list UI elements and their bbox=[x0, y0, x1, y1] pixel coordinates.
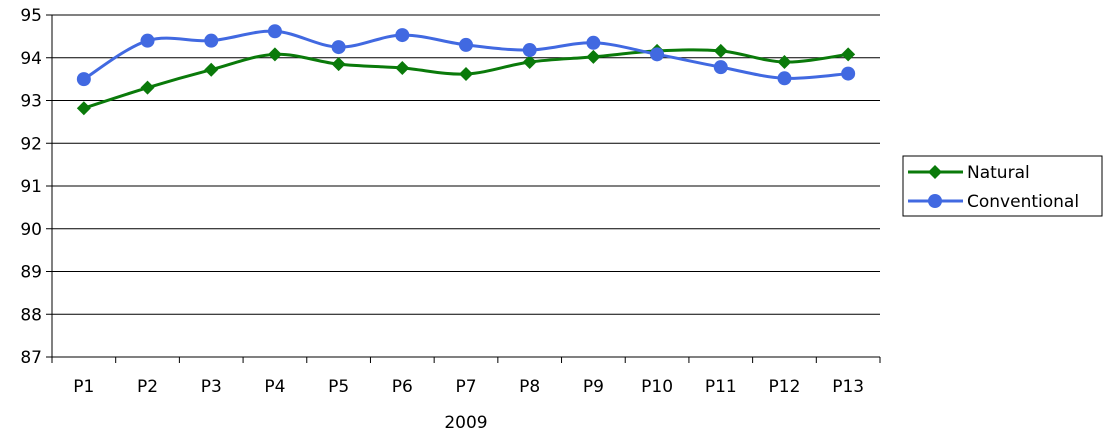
legend: Natural Conventional bbox=[902, 155, 1103, 217]
x-tick-label: P2 bbox=[137, 377, 158, 397]
data-point bbox=[777, 71, 792, 86]
x-tick-label: P5 bbox=[328, 377, 349, 397]
y-tick-label: 92 bbox=[20, 134, 42, 154]
data-point bbox=[586, 49, 601, 64]
legend-items: Natural Conventional bbox=[908, 163, 1079, 212]
x-tick-label: P6 bbox=[392, 377, 413, 397]
x-tick-label: P8 bbox=[519, 377, 540, 397]
y-tick-label: 89 bbox=[20, 263, 42, 283]
data-point bbox=[76, 72, 91, 87]
x-tick-label: P9 bbox=[583, 377, 604, 397]
data-point bbox=[841, 66, 856, 81]
data-point bbox=[267, 24, 282, 39]
legend-swatch-marker bbox=[928, 194, 942, 208]
x-tick-label: P12 bbox=[769, 377, 801, 397]
x-tick-label: P11 bbox=[705, 377, 737, 397]
data-point bbox=[522, 55, 537, 70]
y-tick-label: 94 bbox=[20, 49, 42, 69]
data-point bbox=[204, 33, 219, 48]
data-point bbox=[713, 60, 728, 75]
x-tick-label: P4 bbox=[264, 377, 285, 397]
y-tick-label: 90 bbox=[20, 220, 42, 240]
legend-item: Natural bbox=[908, 163, 1030, 183]
x-tick-labels: P1 P2 P3 P4 P5 P6 P7 P8 P9 P10 P11 P12 P13 bbox=[73, 377, 864, 397]
data-point bbox=[395, 61, 410, 76]
data-point bbox=[459, 66, 473, 81]
data-point bbox=[331, 57, 346, 72]
x-tick-label: P10 bbox=[641, 377, 673, 397]
x-tick-label: P1 bbox=[73, 377, 94, 397]
series bbox=[76, 24, 856, 116]
axes bbox=[46, 14, 881, 363]
data-point bbox=[586, 35, 601, 50]
legend-swatch-marker bbox=[928, 165, 942, 179]
x-tick-label: P13 bbox=[832, 377, 864, 397]
data-point bbox=[331, 40, 346, 55]
data-point bbox=[204, 62, 219, 77]
legend-label: Conventional bbox=[967, 192, 1079, 212]
x-tick-label: P3 bbox=[201, 377, 222, 397]
x-axis-title: 2009 bbox=[444, 413, 487, 431]
data-point bbox=[650, 47, 665, 62]
data-point bbox=[459, 37, 473, 52]
y-tick-label: 88 bbox=[20, 305, 42, 325]
series-natural bbox=[76, 43, 856, 116]
y-tick-label: 87 bbox=[20, 348, 42, 368]
data-point bbox=[140, 33, 155, 48]
data-point bbox=[395, 28, 410, 43]
data-point bbox=[841, 47, 856, 62]
legend-item: Conventional bbox=[908, 192, 1079, 212]
y-tick-label: 91 bbox=[20, 177, 42, 197]
data-point bbox=[713, 43, 728, 58]
data-point bbox=[267, 47, 282, 62]
data-point bbox=[76, 101, 91, 116]
gridlines bbox=[52, 14, 880, 315]
data-point bbox=[140, 80, 155, 95]
data-point bbox=[777, 55, 792, 70]
data-point bbox=[522, 43, 537, 58]
series-conventional bbox=[76, 24, 856, 87]
y-tick-label: 93 bbox=[20, 92, 42, 112]
legend-label: Natural bbox=[967, 163, 1030, 183]
y-tick-label: 95 bbox=[20, 6, 42, 26]
x-tick-label: P7 bbox=[455, 377, 476, 397]
y-tick-labels: 87 88 89 90 91 92 93 94 95 bbox=[20, 6, 42, 368]
